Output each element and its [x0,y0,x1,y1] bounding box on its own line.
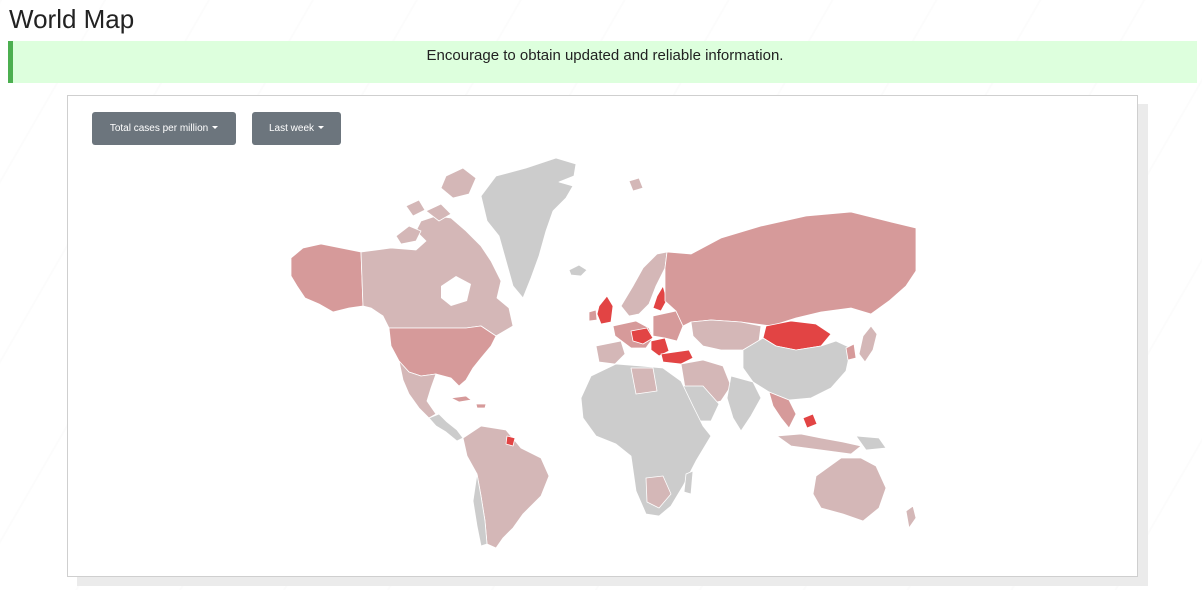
map-region-greenland[interactable] [480,157,577,299]
page-title: World Map [9,4,135,34]
map-region-south-africa-region[interactable] [645,475,672,509]
period-dropdown-button[interactable]: Last week [252,112,341,145]
map-region-africa[interactable] [580,363,712,517]
map-region-finland-baltics[interactable] [652,285,668,312]
map-region-ireland[interactable] [588,309,598,322]
map-region-korea[interactable] [845,343,857,361]
map-region-central-europe[interactable] [630,327,654,345]
metric-dropdown-label: Total cases per million [109,123,209,134]
map-region-iceland[interactable] [568,264,588,277]
map-region-libya[interactable] [630,367,658,395]
map-region-indonesia[interactable] [776,433,862,455]
alert-message: Encourage to obtain updated and reliable… [426,47,784,64]
map-region-new-zealand[interactable] [905,505,916,529]
map-region-chile[interactable] [472,473,488,547]
map-region-uk[interactable] [596,295,614,325]
map-region-malaysia[interactable] [802,413,818,429]
map-region-mexico[interactable] [398,360,437,419]
caret-down-icon [318,126,325,129]
map-region-iberia[interactable] [595,340,626,365]
caret-down-icon [212,126,219,129]
map-region-madagascar[interactable] [683,470,694,495]
map-card: Total cases per million Last week [67,95,1138,577]
info-alert: Encourage to obtain updated and reliable… [8,41,1197,83]
map-region-russia[interactable] [664,211,916,327]
map-water-hudson-bay [441,276,471,306]
period-dropdown-label: Last week [268,123,315,134]
map-region-southeast-asia[interactable] [768,391,797,429]
map-region-japan[interactable] [858,325,878,363]
world-map-svg [291,157,916,549]
world-map [291,136,916,554]
map-region-suriname[interactable] [505,435,516,447]
map-region-india[interactable] [726,375,762,432]
map-region-caribbean[interactable] [450,395,487,409]
map-region-arctic-islands[interactable] [395,167,477,245]
map-region-svalbard[interactable] [628,177,644,192]
map-region-australia[interactable] [812,457,887,522]
map-region-china[interactable] [742,337,852,401]
map-region-alaska[interactable] [291,243,364,313]
map-region-papua[interactable] [855,435,887,451]
metric-dropdown-button[interactable]: Total cases per million [92,112,236,145]
map-region-central-america[interactable] [428,413,464,442]
map-region-turkey[interactable] [660,349,694,365]
map-region-canada[interactable] [360,215,514,337]
